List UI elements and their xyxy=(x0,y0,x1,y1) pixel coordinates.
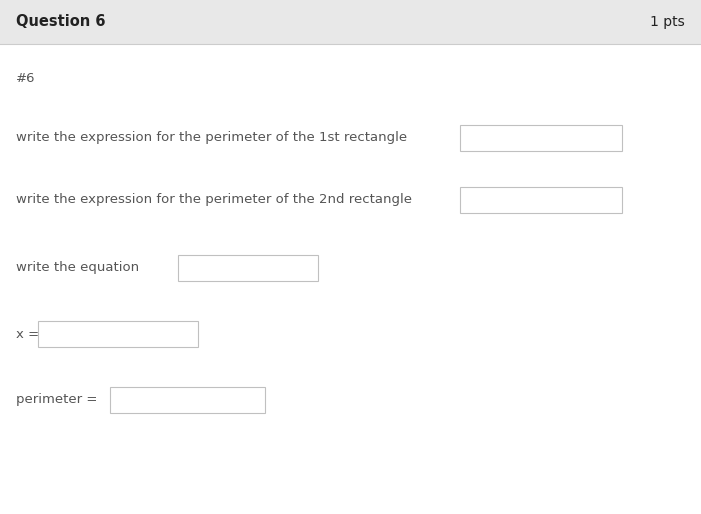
Bar xyxy=(178,255,318,281)
Bar xyxy=(460,125,622,151)
Text: #6: #6 xyxy=(16,71,36,84)
Bar xyxy=(38,321,198,347)
Bar xyxy=(110,387,265,413)
Text: x =: x = xyxy=(16,327,39,340)
Bar xyxy=(460,187,622,213)
Text: 1 pts: 1 pts xyxy=(651,15,685,29)
Text: write the expression for the perimeter of the 2nd rectangle: write the expression for the perimeter o… xyxy=(16,193,412,207)
Bar xyxy=(0,0,701,44)
Text: write the expression for the perimeter of the 1st rectangle: write the expression for the perimeter o… xyxy=(16,132,407,144)
Text: perimeter =: perimeter = xyxy=(16,394,97,407)
Text: Question 6: Question 6 xyxy=(16,14,105,29)
Text: write the equation: write the equation xyxy=(16,262,139,274)
